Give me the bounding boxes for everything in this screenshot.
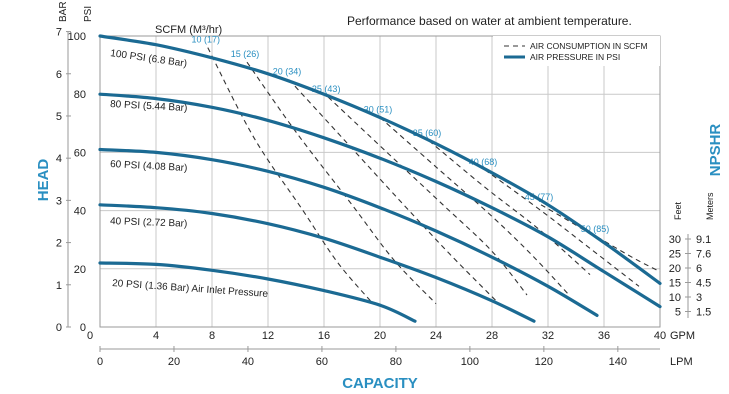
legend-label: AIR PRESSURE IN PSI bbox=[530, 52, 620, 62]
x-tick-label-gpm: 0 bbox=[87, 330, 93, 342]
npshr-unit-meters: Meters bbox=[705, 192, 715, 220]
chart-title: Performance based on water at ambient te… bbox=[347, 14, 632, 28]
air-consumption-line bbox=[288, 79, 500, 305]
x-tick-label-gpm: 24 bbox=[430, 330, 442, 342]
air-consumption-label: 15 (26) bbox=[231, 49, 260, 59]
npshr-tick-feet: 30 bbox=[669, 234, 681, 246]
air-consumption-label: 35 (60) bbox=[413, 128, 442, 138]
pressure-curve-label: 40 PSI (2.72 Bar) bbox=[110, 216, 188, 230]
air-consumption-line bbox=[207, 47, 374, 305]
npshr-tick-meters: 4.5 bbox=[696, 278, 711, 290]
air-consumption-label: 45 (77) bbox=[525, 192, 554, 202]
pressure-curve-label: 80 PSI (5.44 Bar) bbox=[110, 99, 188, 114]
scfm-label: SCFM (M³/hr) bbox=[155, 24, 222, 36]
npshr-tick-feet: 15 bbox=[669, 278, 681, 290]
npshr-tick-feet: 10 bbox=[669, 292, 681, 304]
air-consumption-label: 50 (85) bbox=[581, 224, 610, 234]
x-tick-label-gpm: 4 bbox=[153, 330, 159, 342]
y-unit-bar: BAR bbox=[58, 1, 69, 22]
npshr-tick-meters: 6 bbox=[696, 263, 702, 275]
x-unit-lpm: LPM bbox=[670, 356, 693, 368]
plot-frame bbox=[99, 35, 661, 328]
x-unit-gpm: GPM bbox=[670, 330, 695, 342]
x-tick-label-lpm: 80 bbox=[390, 356, 402, 368]
x-tick-label-gpm: 16 bbox=[318, 330, 330, 342]
npshr-title: NPSHR bbox=[707, 124, 724, 177]
y-tick-label-bar: 6 bbox=[56, 69, 62, 81]
x-tick-label-gpm: 36 bbox=[598, 330, 610, 342]
y-tick-label-bar: 7 bbox=[56, 27, 62, 39]
pressure-curve-label: 60 PSI (4.08 Bar) bbox=[110, 159, 188, 174]
y-tick-label-bar: 5 bbox=[56, 111, 62, 123]
y-tick-label-psi: 40 bbox=[74, 206, 86, 218]
y-tick-label-bar: 3 bbox=[56, 195, 62, 207]
x-tick-label-gpm: 12 bbox=[262, 330, 274, 342]
pressure-curve bbox=[98, 203, 536, 323]
air-consumption-label: 30 (51) bbox=[364, 104, 393, 114]
air-consumption-line bbox=[379, 117, 570, 296]
air-consumption-line bbox=[327, 96, 528, 296]
x-tick-label-lpm: 140 bbox=[609, 356, 627, 368]
x-tick-label-lpm: 120 bbox=[535, 356, 553, 368]
air-consumption-label: 20 (34) bbox=[273, 67, 302, 77]
pressure-curve bbox=[98, 92, 662, 309]
legend-label: AIR CONSUMPTION IN SCFM bbox=[530, 41, 648, 51]
air-consumption-label: 10 (17) bbox=[192, 35, 221, 45]
pressure-curve bbox=[98, 147, 599, 317]
npshr-tick-feet: 20 bbox=[669, 263, 681, 275]
air-consumption-line bbox=[246, 61, 437, 305]
x-tick-label-gpm: 20 bbox=[374, 330, 386, 342]
y-axis-title: HEAD bbox=[35, 159, 52, 202]
y-tick-label-bar: 0 bbox=[56, 322, 62, 334]
x-tick-label-lpm: 100 bbox=[461, 356, 479, 368]
npshr-tick-feet: 5 bbox=[675, 307, 681, 319]
npshr-unit-feet: Feet bbox=[673, 201, 683, 220]
x-tick-label-gpm: 40 bbox=[654, 330, 666, 342]
x-tick-label-lpm: 0 bbox=[97, 356, 103, 368]
air-consumption-line bbox=[428, 140, 591, 276]
air-consumption-label: 40 (68) bbox=[469, 157, 498, 167]
x-tick-label-lpm: 40 bbox=[242, 356, 254, 368]
x-axis-title: CAPACITY bbox=[342, 375, 418, 392]
y-tick-label-bar: 4 bbox=[56, 153, 62, 165]
air-consumption-line bbox=[596, 236, 661, 273]
y-tick-label-psi: 100 bbox=[68, 31, 86, 43]
pressure-curve-label: 100 PSI (6.8 Bar) bbox=[110, 48, 188, 70]
npshr-tick-meters: 9.1 bbox=[696, 234, 711, 246]
pressure-curve bbox=[98, 261, 417, 323]
y-tick-label-psi: 20 bbox=[74, 264, 86, 276]
y-tick-label-psi: 80 bbox=[74, 89, 86, 101]
x-tick-label-gpm: 8 bbox=[209, 330, 215, 342]
x-tick-label-lpm: 60 bbox=[316, 356, 328, 368]
npshr-tick-feet: 25 bbox=[669, 249, 681, 261]
air-consumption-label: 25 (43) bbox=[312, 84, 341, 94]
npshr-tick-meters: 1.5 bbox=[696, 307, 711, 319]
x-tick-label-lpm: 20 bbox=[168, 356, 180, 368]
legend-box bbox=[493, 36, 660, 66]
x-tick-label-gpm: 28 bbox=[486, 330, 498, 342]
air-consumption-line bbox=[484, 169, 640, 287]
y-tick-label-bar: 1 bbox=[56, 280, 62, 292]
y-unit-psi: PSI bbox=[83, 6, 94, 22]
pressure-curve-label: 20 PSI (1.36 Bar) Air Inlet Pressure bbox=[112, 278, 269, 300]
y-tick-label-bar: 2 bbox=[56, 238, 62, 250]
pressure-curve bbox=[98, 34, 662, 285]
npshr-tick-meters: 7.6 bbox=[696, 249, 711, 261]
x-tick-label-gpm: 32 bbox=[542, 330, 554, 342]
y-tick-label-psi: 60 bbox=[74, 147, 86, 159]
npshr-tick-meters: 3 bbox=[696, 292, 702, 304]
y-tick-label-psi: 0 bbox=[80, 322, 86, 334]
